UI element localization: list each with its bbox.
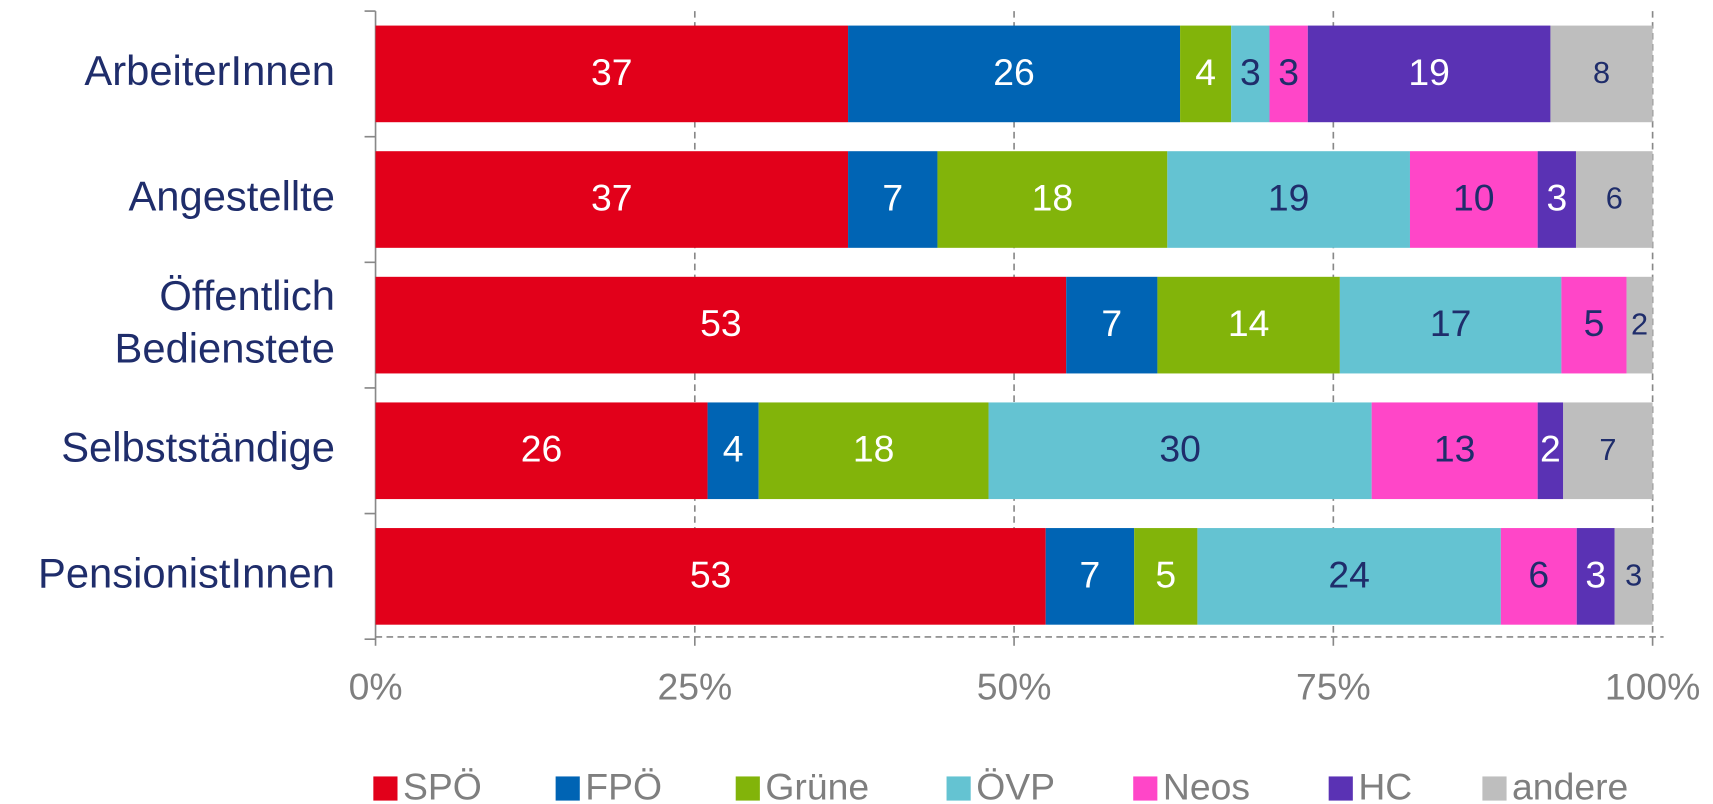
value-label: 53 — [700, 302, 742, 344]
value-label: 2 — [1540, 428, 1561, 470]
bar-segment — [1409, 151, 1538, 248]
bar-segment — [1339, 276, 1562, 374]
value-label: 24 — [1328, 553, 1370, 595]
bar-segment — [1371, 402, 1538, 500]
bar-segment — [1134, 528, 1198, 625]
value-label: 5 — [1584, 302, 1605, 344]
x-tick-label: 100% — [1605, 666, 1700, 708]
bar-segment — [1576, 528, 1615, 625]
value-label: 13 — [1434, 428, 1476, 470]
bar-segment — [1269, 25, 1308, 123]
value-label: 2 — [1631, 306, 1648, 341]
value-label: 53 — [690, 553, 732, 595]
value-label: 7 — [1599, 432, 1616, 467]
bar-segment — [375, 402, 708, 500]
bar-segment — [1066, 276, 1158, 374]
bar-segment — [848, 151, 938, 248]
bar-segment — [937, 151, 1168, 248]
category-label: ArbeiterInnen — [84, 47, 334, 94]
x-tick-label: 50% — [977, 666, 1052, 708]
bar-segment — [1167, 151, 1410, 248]
category-label: PensionistInnen — [38, 549, 335, 596]
value-label: 37 — [591, 176, 633, 218]
bar-segment — [1180, 25, 1232, 123]
legend-swatch — [946, 776, 971, 801]
value-label: 14 — [1228, 302, 1270, 344]
bar-segment — [375, 528, 1046, 625]
value-label: 8 — [1593, 55, 1610, 90]
value-label: 4 — [723, 428, 744, 470]
legend-label: andere — [1512, 765, 1628, 804]
legend-label: ÖVP — [976, 765, 1055, 804]
bar-segment — [1561, 276, 1627, 374]
value-label: 17 — [1430, 302, 1472, 344]
value-label: 19 — [1408, 51, 1450, 93]
legend-label: FPÖ — [585, 765, 662, 804]
bar-segment — [758, 402, 989, 500]
value-label: 7 — [1101, 302, 1122, 344]
legend-swatch — [555, 776, 580, 801]
bar-segment — [1563, 402, 1653, 500]
x-tick-label: 0% — [349, 666, 403, 708]
value-label: 7 — [1080, 553, 1101, 595]
category-label: Selbstständige — [61, 424, 335, 471]
value-label: 3 — [1546, 176, 1567, 218]
legend-label: HC — [1358, 765, 1412, 804]
value-label: 4 — [1195, 51, 1216, 93]
bar-segment — [988, 402, 1372, 500]
bar-segment — [1500, 528, 1577, 625]
value-label: 7 — [882, 176, 903, 218]
value-label: 37 — [591, 51, 633, 93]
value-label: 18 — [1032, 176, 1074, 218]
legend-swatch — [373, 776, 398, 801]
value-label: 30 — [1159, 428, 1201, 470]
bar-segment — [1537, 402, 1564, 500]
bar-segment — [375, 25, 849, 123]
value-label: 3 — [1240, 51, 1261, 93]
category-label: Öffentlich Bedienstete — [115, 272, 335, 372]
category-label: Angestellte — [128, 173, 334, 220]
bar-segment — [1045, 528, 1135, 625]
value-label: 3 — [1278, 51, 1299, 93]
value-label: 26 — [993, 51, 1035, 93]
bar-segment — [1157, 276, 1340, 374]
value-label: 6 — [1528, 553, 1549, 595]
bar-segment — [1550, 25, 1653, 123]
legend-label: Neos — [1163, 765, 1250, 804]
bar-segment — [375, 276, 1067, 374]
value-label: 19 — [1268, 176, 1310, 218]
value-label: 3 — [1625, 558, 1642, 593]
value-label: 26 — [521, 428, 563, 470]
x-tick-label: 75% — [1296, 666, 1371, 708]
bar-segment — [375, 151, 849, 248]
value-label: 5 — [1155, 553, 1176, 595]
value-label: 6 — [1606, 181, 1623, 216]
bar-segment — [1231, 25, 1270, 123]
bar-segment — [1614, 528, 1653, 625]
x-tick-label: 25% — [657, 666, 732, 708]
value-label: 18 — [853, 428, 895, 470]
legend-swatch — [1328, 776, 1353, 801]
legend-label: SPÖ — [403, 765, 482, 804]
bar-segment — [707, 402, 759, 500]
bar-segment — [848, 25, 1181, 123]
legend-swatch — [1482, 776, 1507, 801]
legend-label: Grüne — [765, 765, 869, 804]
bar-segment — [1626, 276, 1653, 374]
bar-segment — [1197, 528, 1501, 625]
value-label: 10 — [1453, 176, 1495, 218]
value-label: 3 — [1585, 553, 1606, 595]
bar-segment — [1307, 25, 1551, 123]
legend-swatch — [1133, 776, 1158, 801]
legend-swatch — [735, 776, 760, 801]
bar-segment — [1537, 151, 1576, 248]
bar-segment — [1575, 151, 1653, 248]
